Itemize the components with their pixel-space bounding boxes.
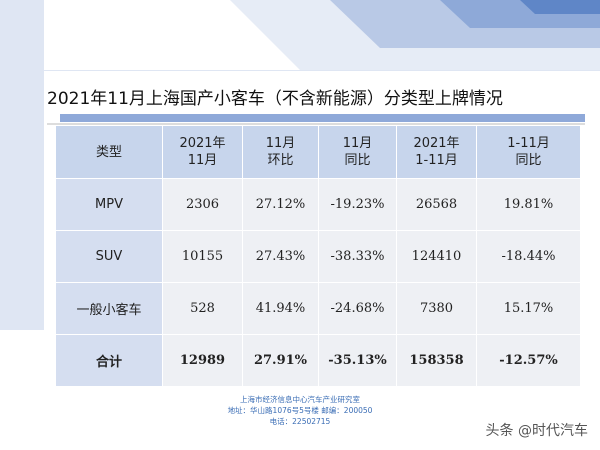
table-row: 一般小客车 528 41.94% -24.68% 7380 15.17% bbox=[55, 282, 581, 335]
table-cell: 12989 bbox=[162, 334, 243, 387]
table-cell: -35.13% bbox=[318, 334, 397, 387]
table-cell: 27.12% bbox=[242, 178, 319, 231]
table-cell: 10155 bbox=[162, 230, 243, 283]
source-footer: 上海市经济信息中心汽车产业研究室地址：华山路1076号5号楼 邮编：200050… bbox=[0, 394, 600, 427]
header-cell: 11月同比 bbox=[318, 125, 397, 179]
table-cell: -24.68% bbox=[318, 282, 397, 335]
header-text: 11月 bbox=[265, 136, 296, 151]
table-cell: 27.91% bbox=[242, 334, 319, 387]
header-cell: 1-11月同比 bbox=[476, 125, 581, 179]
header-text: 1-11月 bbox=[507, 136, 550, 151]
header-row: 类型 2021年 11月 11月 环比 11月 同比 2021年 1-11月 1-11月 同比 bbox=[55, 125, 581, 179]
header-text: 同比 bbox=[515, 153, 542, 168]
header-text: 1-11月 bbox=[415, 153, 458, 168]
watermark: 头条 @时代汽车 bbox=[485, 423, 588, 439]
row-label: SUV bbox=[55, 230, 163, 283]
header-cell: 11月环比 bbox=[242, 125, 319, 179]
table-cell: 528 bbox=[162, 282, 243, 335]
header-cell: 类型 bbox=[55, 125, 163, 179]
footer-line: 上海市经济信息中心汽车产业研究室 bbox=[240, 395, 360, 404]
row-label: 合计 bbox=[55, 334, 163, 387]
table-cell: 7380 bbox=[396, 282, 477, 335]
table-cell: -12.57% bbox=[476, 334, 581, 387]
table-cell: 2306 bbox=[162, 178, 243, 231]
header-text: 2021年 bbox=[179, 136, 226, 151]
table-row: MPV 2306 27.12% -19.23% 26568 19.81% bbox=[55, 178, 581, 231]
table-row: 合计 12989 27.91% -35.13% 158358 -12.57% bbox=[55, 334, 581, 387]
table-row: SUV 10155 27.43% -38.33% 124410 -18.44% bbox=[55, 230, 581, 283]
footer-line: 电话：22502715 bbox=[269, 417, 331, 426]
header-text: 环比 bbox=[267, 153, 294, 168]
header-cell: 2021年 1-11月 bbox=[396, 125, 477, 179]
table-cell: 26568 bbox=[396, 178, 477, 231]
header-text: 类型 bbox=[95, 144, 122, 160]
table-cell: -38.33% bbox=[318, 230, 397, 283]
table-cell: 19.81% bbox=[476, 178, 581, 231]
title: 2021年11月上海国产小客车（不含新能源）分类型上牌情况 bbox=[47, 89, 503, 109]
row-label: MPV bbox=[55, 178, 163, 231]
header-text: 同比 bbox=[344, 153, 371, 168]
table-cell: -18.44% bbox=[476, 230, 581, 283]
table-cell: 158358 bbox=[396, 334, 477, 387]
row-label: 一般小客车 bbox=[55, 282, 163, 335]
data-table: 类型 2021年 11月 11月 环比 11月 同比 2021年 1-11月 1-11月 同比 MPV… bbox=[55, 125, 581, 387]
header-cell: 2021年 11月 bbox=[162, 125, 243, 179]
table-cell: 15.17% bbox=[476, 282, 581, 335]
footer-line: 地址：华山路1076号5号楼 邮编：200050 bbox=[227, 406, 373, 415]
header-text: 11月 bbox=[342, 136, 373, 151]
header-text: 11月 bbox=[187, 153, 218, 168]
table-cell: 41.94% bbox=[242, 282, 319, 335]
table-cell: 27.43% bbox=[242, 230, 319, 283]
header-text: 2021年 bbox=[413, 136, 460, 151]
table-cell: 124410 bbox=[396, 230, 477, 283]
table-cell: -19.23% bbox=[318, 178, 397, 231]
